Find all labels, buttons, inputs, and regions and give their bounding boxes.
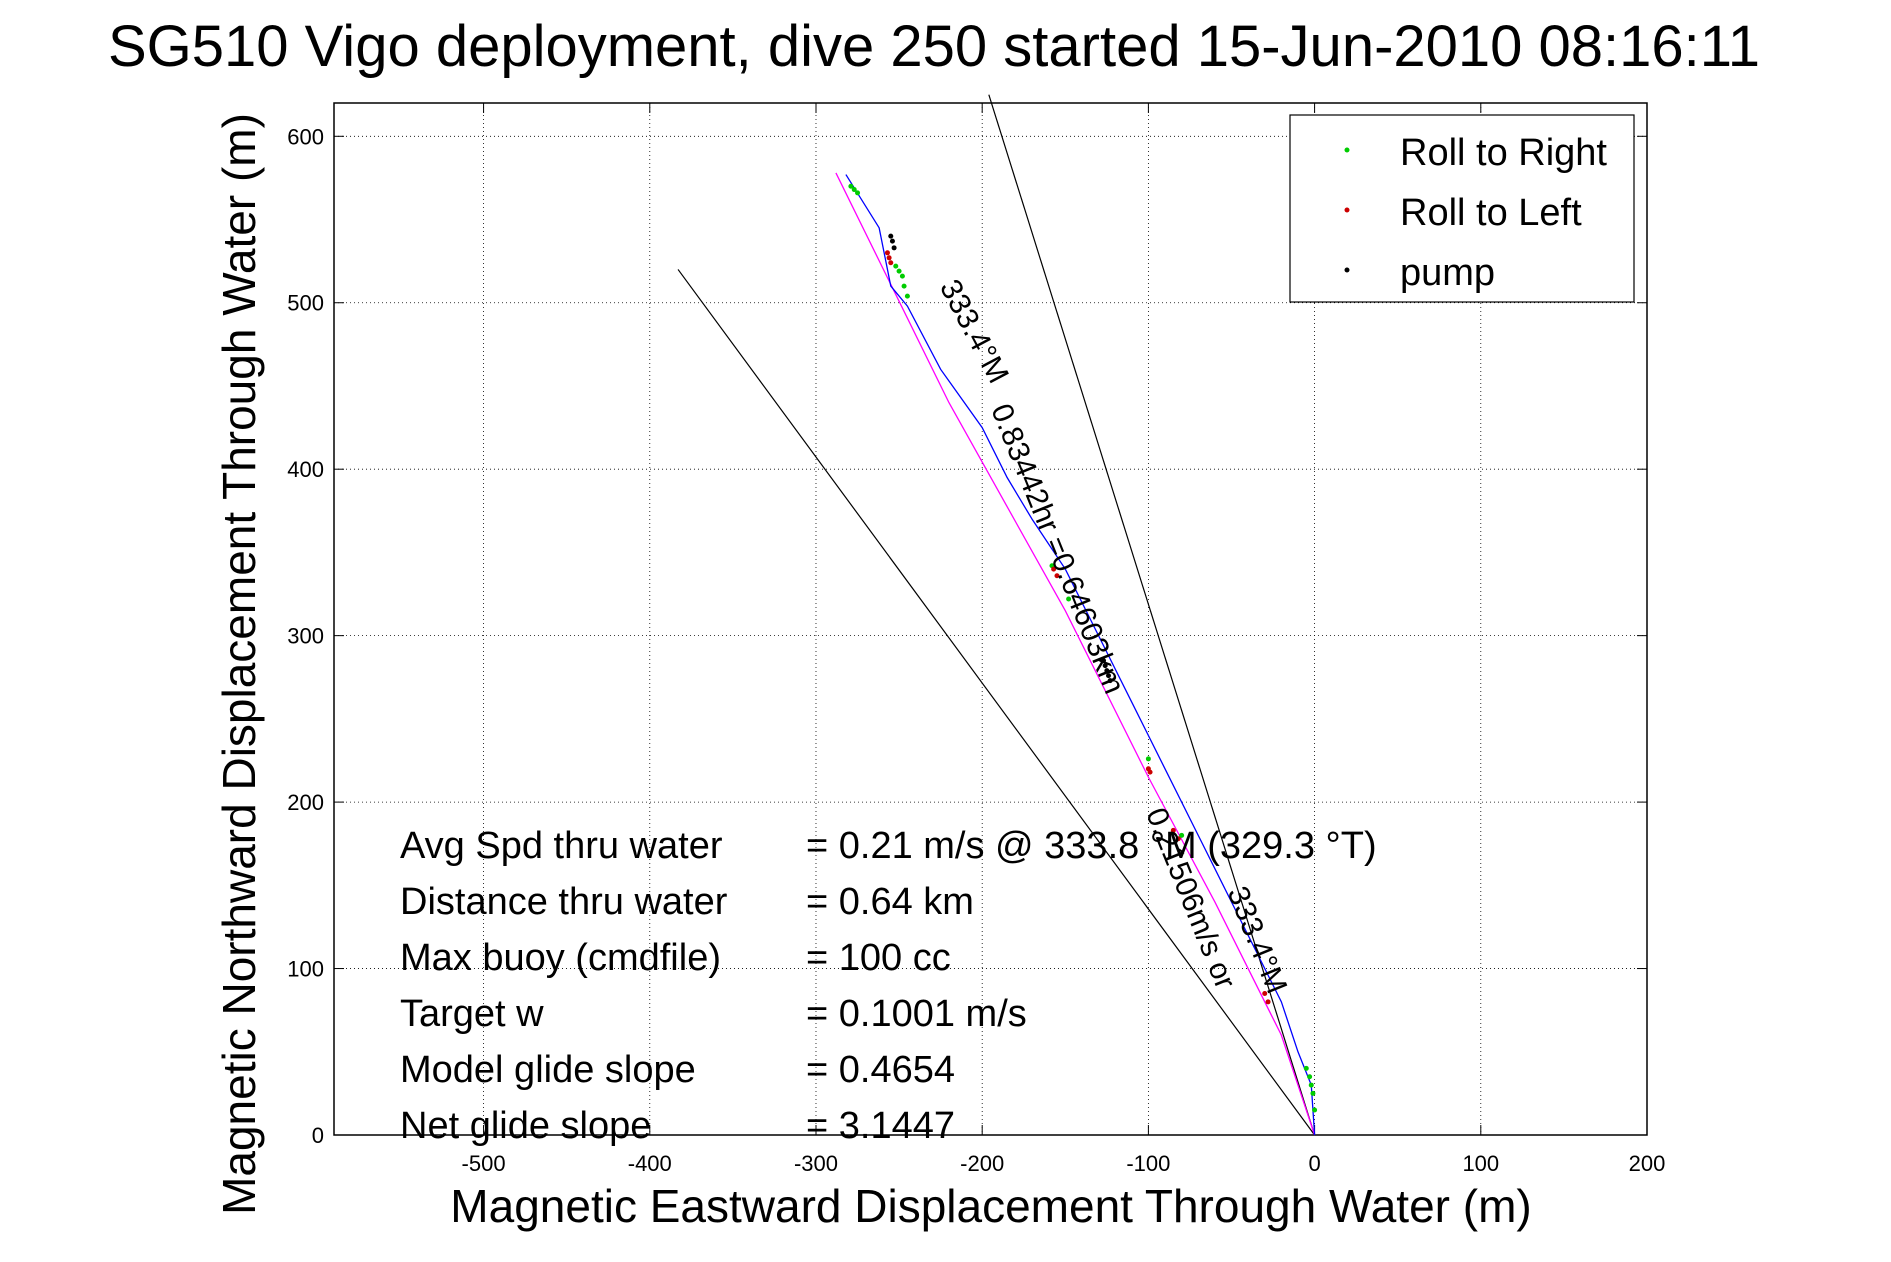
- data-point: [1101, 658, 1107, 664]
- x-tick-label: 100: [1462, 1151, 1499, 1176]
- data-point: [1145, 756, 1151, 762]
- x-tick-label: -500: [462, 1151, 506, 1176]
- y-tick-label: 0: [312, 1123, 324, 1148]
- data-point: [1312, 1107, 1318, 1113]
- x-tick-label: -100: [1126, 1151, 1170, 1176]
- data-point: [1066, 596, 1072, 602]
- data-point: [851, 187, 857, 193]
- data-point: [1051, 566, 1057, 572]
- legend: Roll to Right Roll to Left pump: [1289, 114, 1635, 303]
- legend-label: Roll to Left: [1400, 192, 1582, 234]
- x-tick-label: 0: [1308, 1151, 1320, 1176]
- y-tick-label: 200: [287, 790, 324, 815]
- stat-value: = 100 cc: [806, 937, 951, 979]
- data-point: [891, 245, 897, 251]
- y-tick-label: 400: [287, 457, 324, 482]
- data-point: [899, 273, 905, 279]
- data-point: [896, 268, 902, 274]
- data-point: [1262, 991, 1268, 997]
- data-point: [1170, 827, 1176, 833]
- reference-line: [988, 94, 1316, 1136]
- legend-marker: [1344, 147, 1350, 153]
- data-point: [888, 233, 894, 239]
- tick-labels: -500 -400 -300 -200 -100 0 100 200 0 100 200 300 400…: [287, 124, 1665, 1176]
- data-points: [848, 183, 1318, 1113]
- reference-line: [677, 269, 1316, 1136]
- stat-label: Model glide slope: [400, 1049, 696, 1091]
- data-point: [1147, 769, 1153, 775]
- stat-value: = 3.1447: [806, 1105, 955, 1147]
- data-point: [1179, 832, 1185, 838]
- grid: [334, 103, 1648, 1136]
- stat-value: = 0.21 m/s @ 333.8 °M (329.3 °T): [806, 825, 1377, 867]
- y-tick-label: 300: [287, 624, 324, 649]
- data-point: [1107, 678, 1113, 684]
- stat-label: Net glide slope: [400, 1105, 651, 1147]
- legend-label: pump: [1400, 252, 1495, 294]
- stat-value: = 0.4654: [806, 1049, 955, 1091]
- track-lines: [835, 172, 1316, 1136]
- stat-label: Max buoy (cmdfile): [400, 937, 721, 979]
- stat-label: Target w: [400, 993, 544, 1035]
- chart-title: SG510 Vigo deployment, dive 250 started …: [108, 14, 1760, 79]
- data-point: [1308, 1082, 1314, 1088]
- x-tick-label: 200: [1629, 1151, 1666, 1176]
- data-point: [1104, 668, 1110, 674]
- data-point: [855, 190, 861, 196]
- data-point: [886, 255, 892, 261]
- track-line: [845, 174, 1316, 1136]
- stat-label: Distance thru water: [400, 881, 728, 923]
- legend-label: Roll to Right: [1400, 132, 1607, 174]
- legend-marker: [1344, 207, 1350, 213]
- data-point: [888, 260, 894, 266]
- y-tick-label: 500: [287, 291, 324, 316]
- data-point: [1265, 999, 1271, 1005]
- x-axis-title: Magnetic Eastward Displacement Through W…: [450, 1180, 1531, 1232]
- data-point: [904, 293, 910, 299]
- data-point: [901, 283, 907, 289]
- stats-block: Avg Spd thru water = 0.21 m/s @ 333.8 °M …: [400, 825, 1377, 1147]
- x-tick-label: -200: [960, 1151, 1004, 1176]
- data-point: [1106, 673, 1112, 679]
- data-point: [1303, 1065, 1309, 1071]
- y-tick-label: 600: [287, 124, 324, 149]
- data-point: [848, 183, 854, 189]
- y-tick-label: 100: [287, 957, 324, 982]
- x-tick-label: -400: [628, 1151, 672, 1176]
- data-point: [1307, 1074, 1313, 1080]
- stat-label: Avg Spd thru water: [400, 825, 723, 867]
- data-point: [884, 250, 890, 256]
- data-point: [1310, 1090, 1316, 1096]
- data-point: [893, 263, 899, 269]
- data-point: [1054, 573, 1060, 579]
- stat-value: = 0.64 km: [806, 881, 974, 923]
- data-point: [889, 238, 895, 244]
- y-axis-title: Magnetic Northward Displacement Through …: [213, 113, 265, 1215]
- stat-value: = 0.1001 m/s: [806, 993, 1027, 1035]
- legend-marker: [1344, 267, 1350, 273]
- data-point: [1175, 836, 1181, 842]
- data-point: [1102, 663, 1108, 669]
- track-line: [835, 172, 1316, 1136]
- reference-lines: [677, 94, 1316, 1136]
- x-tick-label: -300: [794, 1151, 838, 1176]
